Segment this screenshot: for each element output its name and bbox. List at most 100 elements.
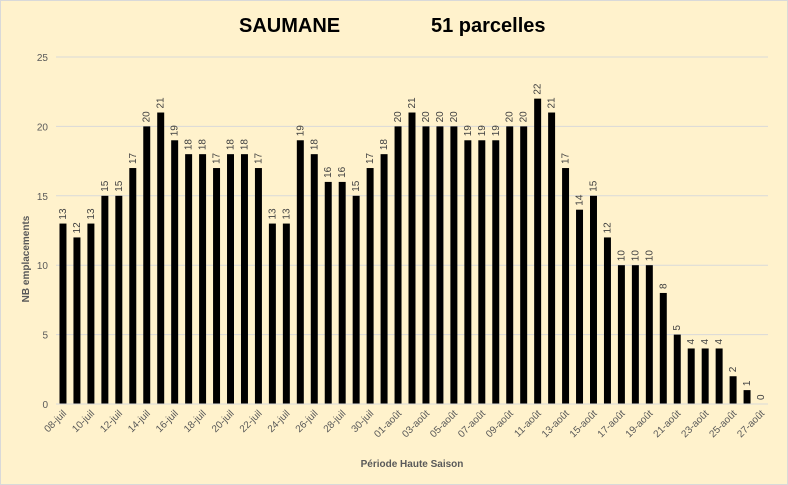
y-tick-label: 10 xyxy=(37,261,49,272)
x-tick-label: 30-juil xyxy=(350,408,377,435)
x-axis-title: Période Haute Saison xyxy=(361,459,464,470)
bar xyxy=(394,126,402,405)
bar xyxy=(422,126,430,405)
x-tick-label: 11-août xyxy=(513,408,544,439)
y-axis-title: NB emplacements xyxy=(21,215,32,302)
data-label: 2 xyxy=(728,366,739,372)
y-tick-label: 0 xyxy=(42,400,48,411)
data-label: 21 xyxy=(547,97,558,109)
x-tick-label: 24-juil xyxy=(266,408,293,435)
bar xyxy=(338,181,346,404)
bar xyxy=(436,126,444,405)
data-label: 21 xyxy=(156,97,167,109)
x-tick-label: 17-août xyxy=(596,408,628,440)
data-label: 18 xyxy=(184,139,195,151)
bar xyxy=(268,223,276,404)
data-label: 13 xyxy=(58,208,69,220)
data-label: 4 xyxy=(700,338,711,344)
x-tick-label: 18-juil xyxy=(182,408,209,435)
data-label: 12 xyxy=(72,222,83,234)
bar xyxy=(254,168,262,404)
bar xyxy=(171,140,179,404)
bar xyxy=(673,334,681,404)
data-label: 4 xyxy=(714,338,725,344)
bar xyxy=(408,112,416,405)
data-label: 1 xyxy=(742,380,753,386)
x-tick-label: 01-août xyxy=(372,408,404,440)
bar xyxy=(729,376,737,404)
data-label: 5 xyxy=(672,325,683,331)
data-label: 18 xyxy=(239,139,250,151)
bar xyxy=(478,140,486,404)
x-tick-label: 12-juil xyxy=(98,408,125,435)
data-label: 19 xyxy=(170,125,181,137)
bar xyxy=(87,223,95,404)
bar xyxy=(185,154,193,404)
bar xyxy=(143,126,151,405)
y-axis-ticks: 0 5 10 15 20 25 xyxy=(37,53,49,411)
bar xyxy=(380,154,388,404)
data-label: 10 xyxy=(630,250,641,262)
data-label: 15 xyxy=(100,180,111,192)
data-label: 19 xyxy=(295,125,306,137)
x-tick-label: 23-août xyxy=(680,408,712,440)
bar xyxy=(743,390,751,404)
x-axis-ticks: 08-juil 10-juil 12-juil 14-juil 16-juil 18-ju… xyxy=(42,408,767,440)
data-label: 16 xyxy=(337,166,348,178)
data-label: 20 xyxy=(142,111,153,123)
data-label: 18 xyxy=(226,139,237,151)
data-label: 15 xyxy=(114,180,125,192)
bar xyxy=(603,237,611,404)
bar xyxy=(199,154,207,404)
bar xyxy=(701,348,709,404)
data-label: 0 xyxy=(756,394,767,400)
data-label: 13 xyxy=(267,208,278,220)
x-tick-label: 21-août xyxy=(652,408,684,440)
data-label: 15 xyxy=(588,180,599,192)
data-label: 19 xyxy=(491,125,502,137)
y-tick-label: 20 xyxy=(37,122,49,133)
bar xyxy=(576,209,584,404)
x-tick-label: 13-août xyxy=(540,408,572,440)
bar xyxy=(506,126,514,405)
bar xyxy=(659,292,667,404)
bar xyxy=(617,265,625,404)
bar xyxy=(352,195,360,404)
bar xyxy=(520,126,528,405)
x-tick-label: 25-août xyxy=(707,408,739,440)
bar xyxy=(282,223,290,404)
data-label: 19 xyxy=(477,125,488,137)
bar xyxy=(492,140,500,404)
bar xyxy=(366,168,374,404)
x-tick-label: 10-juil xyxy=(70,408,97,435)
y-tick-label: 5 xyxy=(42,331,48,342)
data-label: 17 xyxy=(561,152,572,164)
data-label: 20 xyxy=(449,111,460,123)
data-label: 10 xyxy=(644,250,655,262)
x-tick-label: 22-juil xyxy=(238,408,265,435)
data-label: 22 xyxy=(533,83,544,95)
x-tick-label: 08-juil xyxy=(42,408,69,435)
x-tick-label: 27-août xyxy=(735,408,767,440)
x-tick-label: 05-août xyxy=(428,408,460,440)
bar xyxy=(101,195,109,404)
bar xyxy=(324,181,332,404)
chart-subtitle: 51 parcelles xyxy=(431,15,546,37)
data-label: 19 xyxy=(463,125,474,137)
bar xyxy=(227,154,234,404)
x-tick-label: 16-juil xyxy=(154,408,181,435)
y-tick-label: 25 xyxy=(37,53,49,64)
bar xyxy=(157,112,165,405)
x-tick-label: 09-août xyxy=(484,408,516,440)
bar xyxy=(464,140,472,404)
bar xyxy=(213,168,221,404)
x-tick-label: 19-août xyxy=(624,408,656,440)
x-tick-label: 15-août xyxy=(568,408,600,440)
bar xyxy=(645,265,653,404)
x-tick-label: 28-juil xyxy=(322,408,349,435)
bar xyxy=(548,112,556,405)
x-tick-label: 20-juil xyxy=(210,408,237,435)
bar xyxy=(115,195,123,404)
data-label: 20 xyxy=(421,111,432,123)
